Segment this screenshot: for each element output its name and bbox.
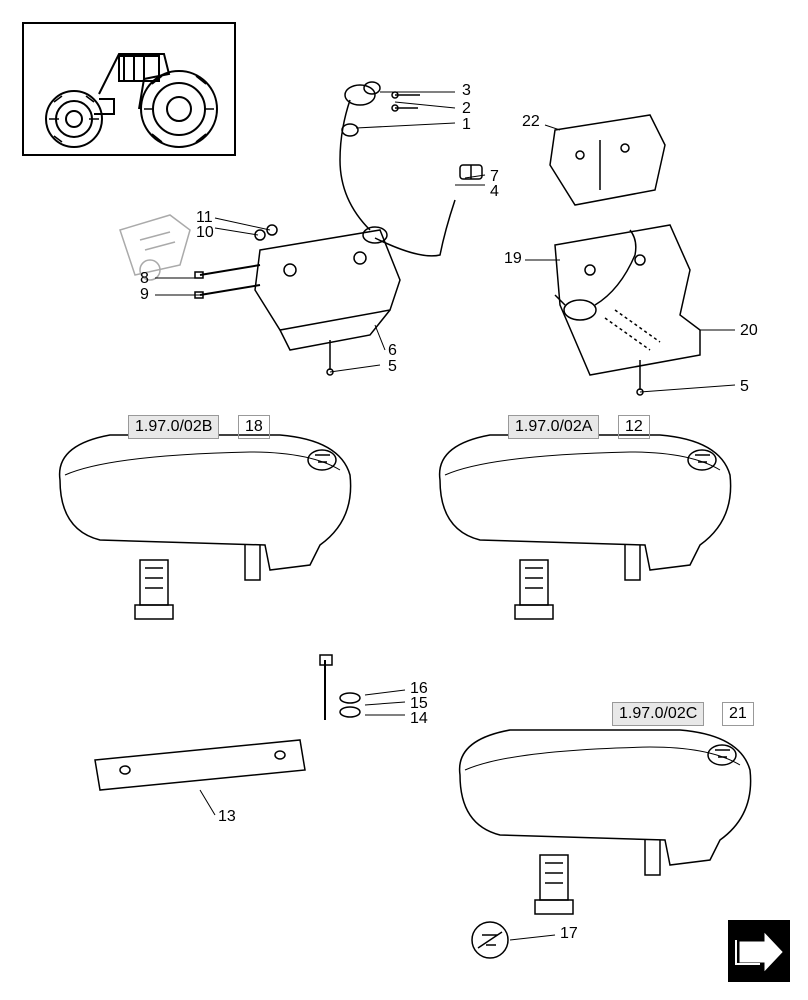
ref-12-label: 1.97.0/02A [508,415,599,439]
callout-3: 3 [462,82,471,100]
callout-17: 17 [560,925,578,943]
right-bracket-upper [550,115,665,205]
callout-19: 19 [504,250,522,268]
parts-drawing [0,0,808,1000]
callout-4: 4 [490,183,499,201]
label-strip [95,740,305,790]
callout-10: 10 [196,224,214,242]
ref-21-label: 1.97.0/02C [612,702,704,726]
callout-14: 14 [410,710,428,728]
callout-20: 20 [740,322,758,340]
ref-18-label: 1.97.0/02B [128,415,219,439]
bolt-washers [320,655,360,720]
callout-13: 13 [218,808,236,826]
callout-1: 1 [462,116,471,134]
ghost-assembly [120,215,190,280]
right-bracket-lower [555,225,700,395]
wiring-assembly [340,82,482,256]
armrest-right-top [440,435,731,619]
armrest-right-bottom [460,730,751,914]
armrest-left [60,435,351,619]
circular-label [472,922,508,958]
ref-21-num: 21 [722,702,754,726]
nav-icon-box[interactable] [728,920,790,982]
callout-22: 22 [522,113,540,131]
leader-lines [155,92,735,940]
callout-5b: 5 [740,378,749,396]
callout-9: 9 [140,286,149,304]
ref-12-num: 12 [618,415,650,439]
nav-arrow-icon [730,922,788,980]
callout-5: 5 [388,358,397,376]
diagram-container: 3 2 1 7 4 22 19 11 10 8 9 6 5 20 5 16 15… [0,0,808,1000]
ref-18-num: 18 [238,415,270,439]
left-bracket [195,225,400,375]
